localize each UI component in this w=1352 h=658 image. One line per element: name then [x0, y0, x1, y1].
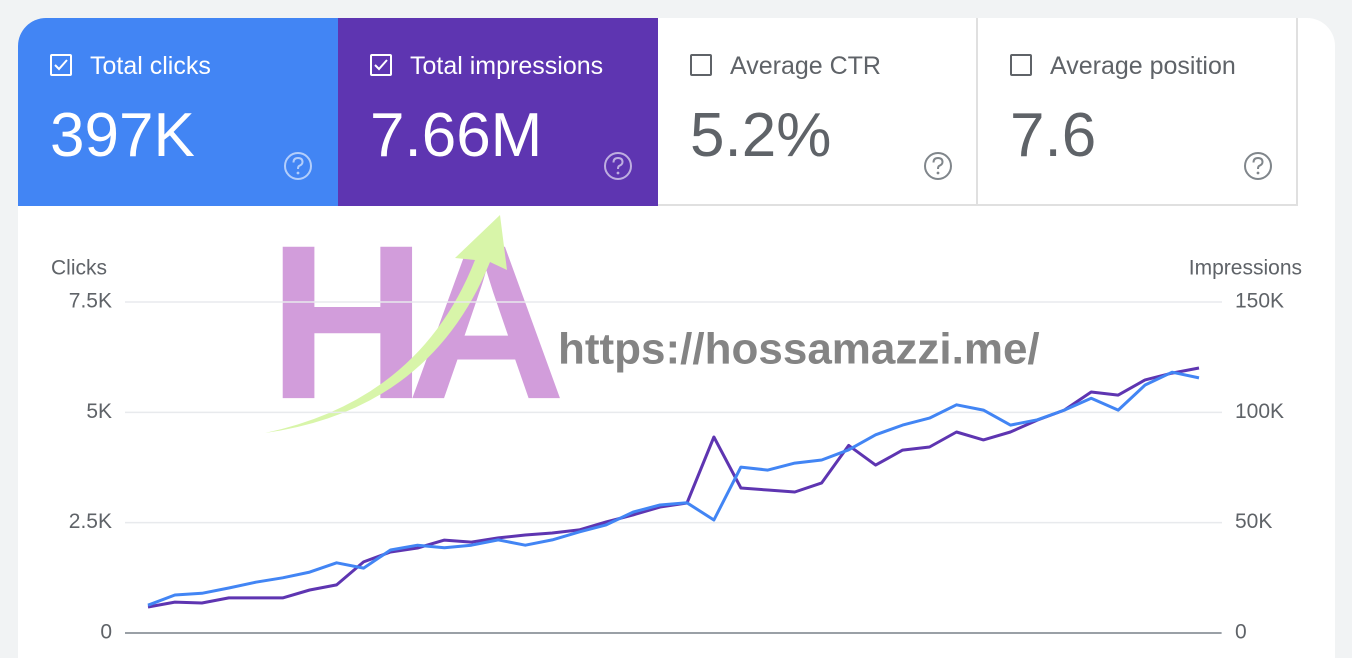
- help-icon[interactable]: [1242, 150, 1274, 182]
- watermark-logo: HA: [268, 199, 561, 445]
- series-line: [147, 370, 1200, 607]
- check-mark: [54, 59, 68, 71]
- metric-value: 5.2%: [690, 101, 832, 170]
- metric-value: 7.6: [1010, 101, 1097, 170]
- y-tick-label: 5K: [86, 400, 112, 423]
- metric-label: Total clicks: [90, 52, 211, 80]
- metric-card[interactable]: Total impressions 7.66M: [338, 18, 658, 206]
- y-axis-title: Clicks: [51, 257, 107, 280]
- performance-panel: Total clicks 397K Total impressions 7.66M Av…: [18, 18, 1335, 658]
- y-tick-label: 7.5K: [69, 290, 112, 313]
- metric-label: Total impressions: [410, 52, 604, 80]
- checkbox[interactable]: [1010, 54, 1032, 76]
- check-mark: [374, 59, 388, 71]
- help-icon[interactable]: [602, 150, 634, 182]
- metric-value: 397K: [50, 101, 195, 170]
- watermark: HA https://hossamazzi.me/: [265, 199, 1040, 445]
- metric-value: 7.66M: [370, 101, 543, 170]
- watermark-arrow: [265, 215, 507, 433]
- y2-axis-title: Impressions: [1189, 257, 1302, 280]
- y2-tick-label: 0: [1235, 621, 1247, 644]
- checkbox[interactable]: [690, 54, 712, 76]
- y-tick-label: 2.5K: [69, 510, 112, 533]
- watermark-url: https://hossamazzi.me/: [558, 325, 1040, 374]
- help-icon[interactable]: [922, 150, 954, 182]
- y-tick-label: 0: [100, 621, 112, 644]
- y2-tick-label: 100K: [1235, 400, 1284, 423]
- metric-card[interactable]: Average position 7.6: [978, 18, 1298, 206]
- metric-label: Average position: [1050, 52, 1236, 80]
- checkbox[interactable]: [370, 54, 392, 76]
- metric-card[interactable]: Average CTR 5.2%: [658, 18, 978, 206]
- metric-label: Average CTR: [730, 52, 881, 80]
- y2-tick-label: 150K: [1235, 290, 1284, 313]
- checkbox[interactable]: [50, 54, 72, 76]
- help-icon[interactable]: [282, 150, 314, 182]
- metric-card[interactable]: Total clicks 397K: [18, 18, 338, 206]
- y2-tick-label: 50K: [1235, 510, 1272, 533]
